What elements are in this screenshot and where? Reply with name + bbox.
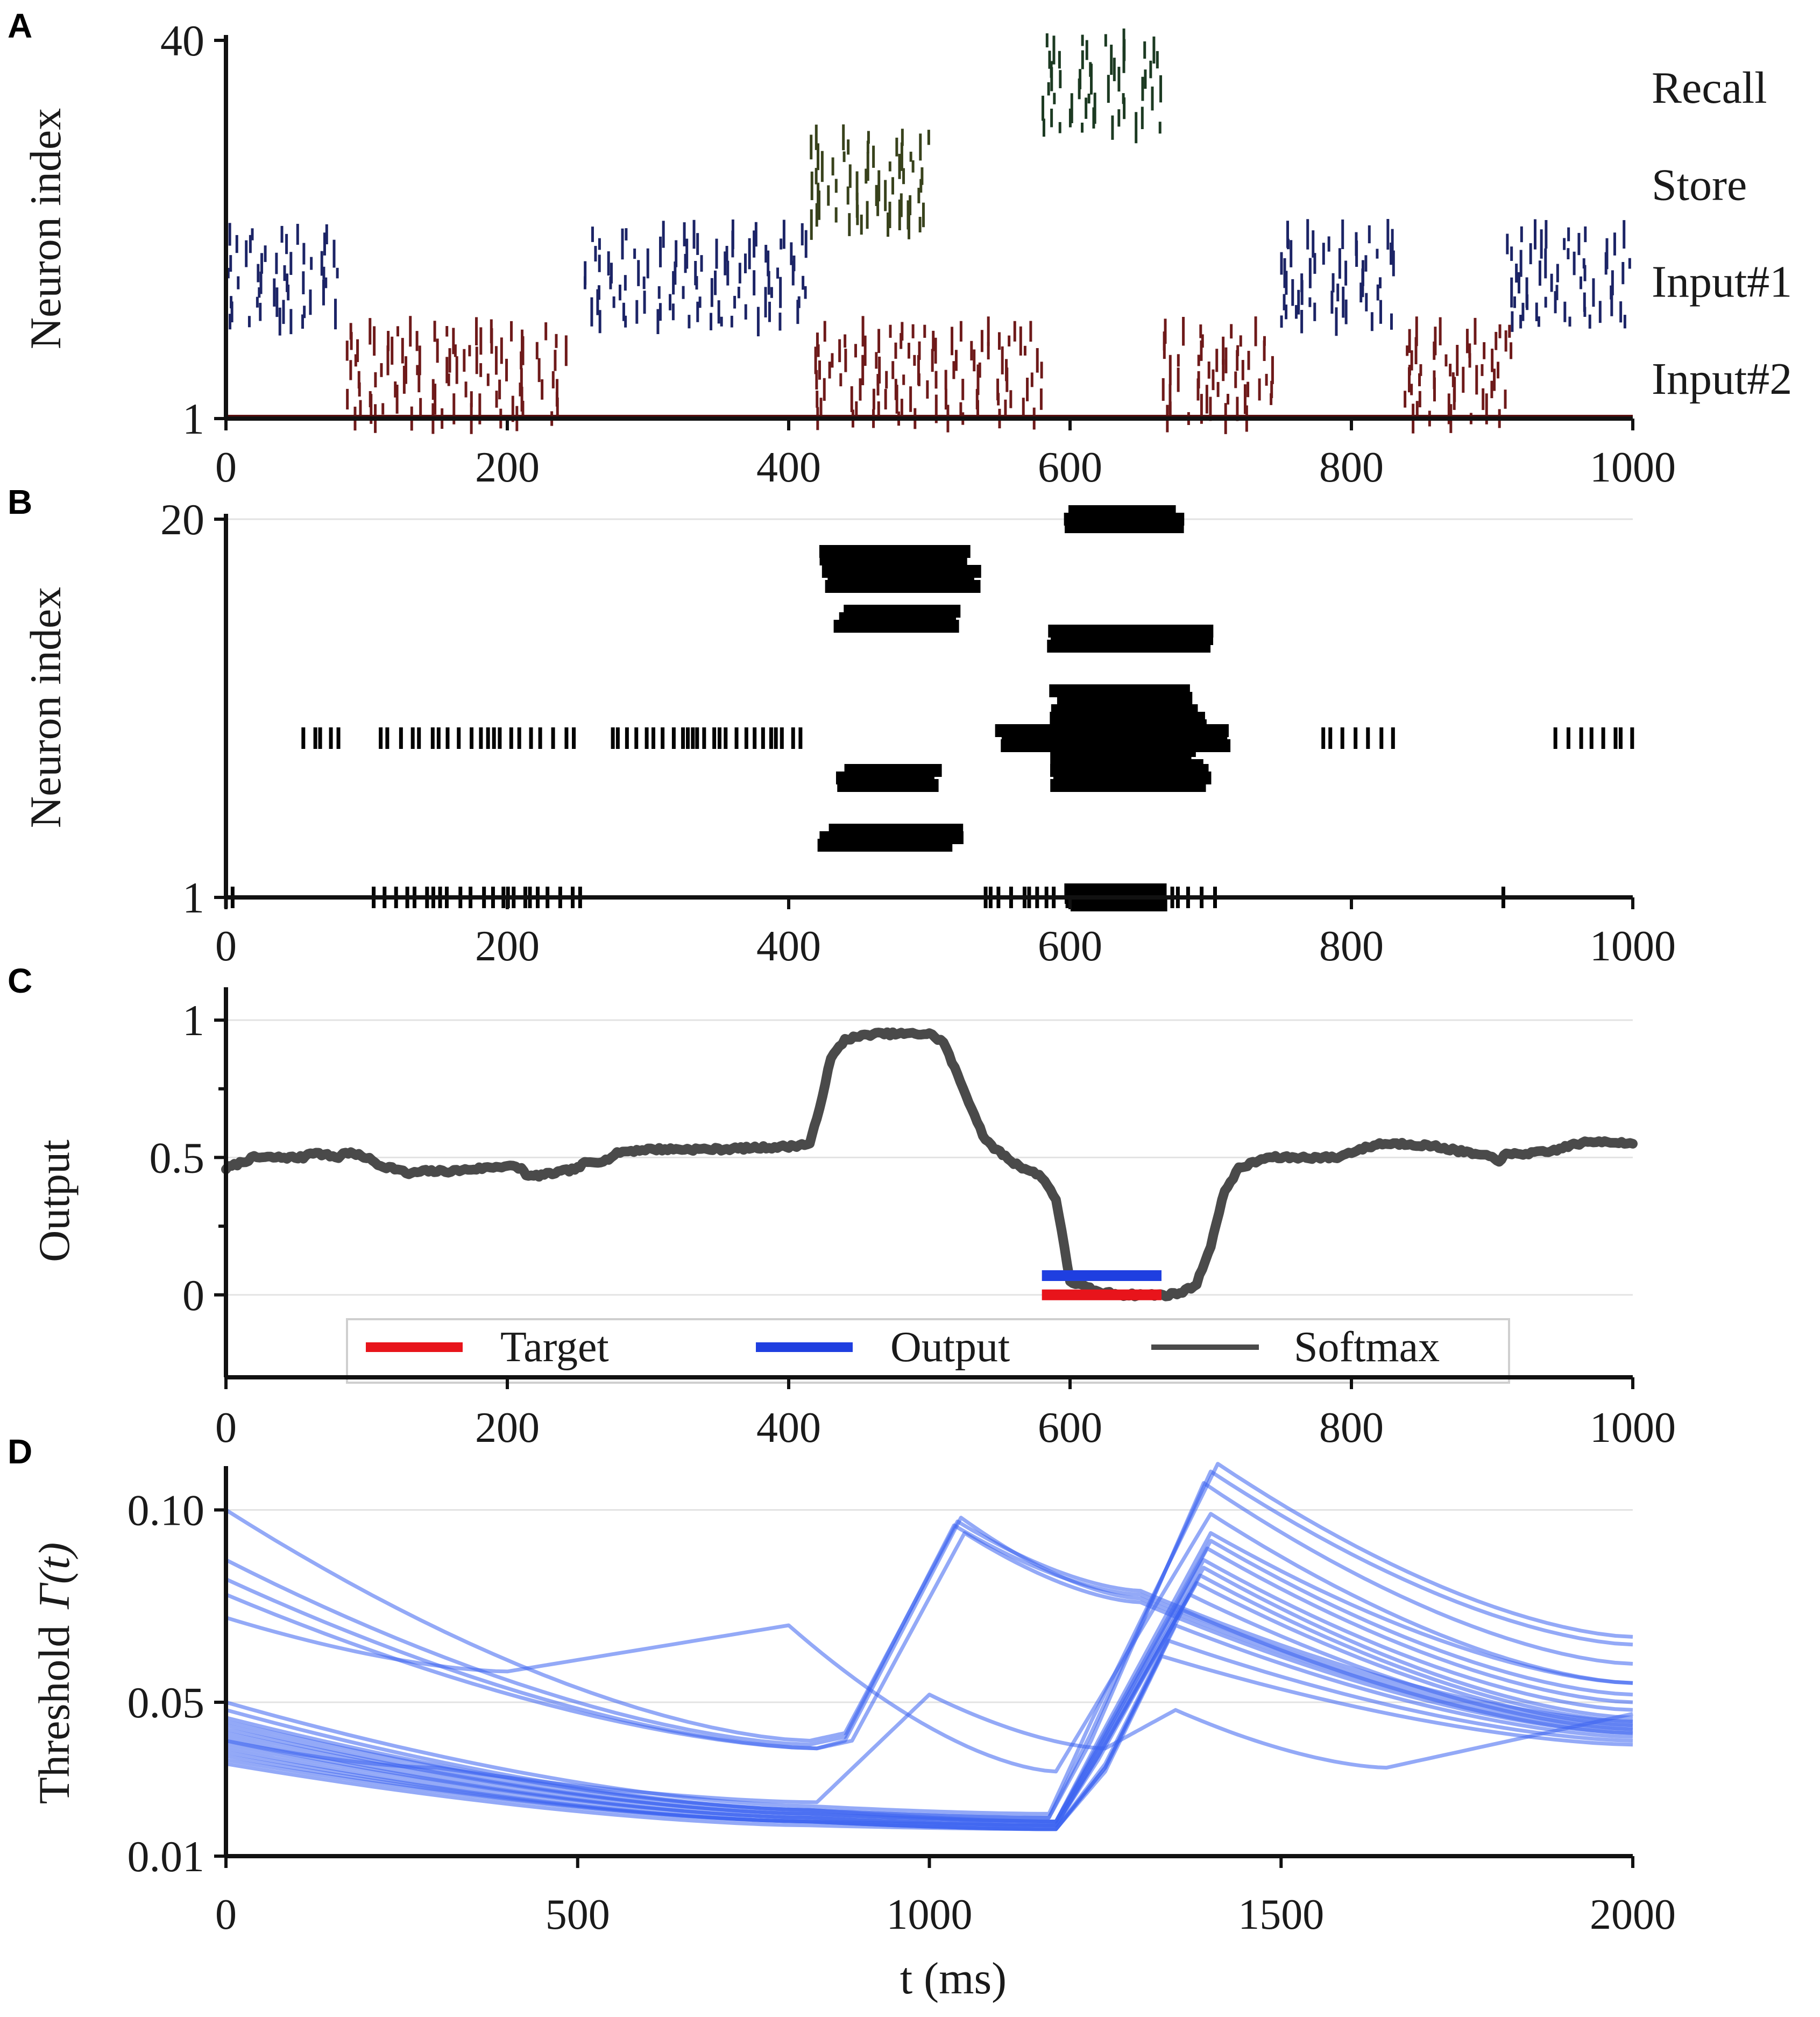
y-tick-label: 1 — [182, 996, 204, 1045]
series-c — [221, 1027, 1638, 1301]
x-tick-label: 1000 — [1590, 923, 1676, 970]
x-tick-label: 2000 — [1590, 1891, 1676, 1938]
x-tick-label: 400 — [756, 444, 821, 491]
x-tick-label: 400 — [756, 1404, 821, 1452]
spike-burst — [1051, 719, 1207, 732]
spikes-b — [224, 505, 1634, 911]
legend-label-target: Target — [500, 1324, 609, 1371]
x-tick-label: 600 — [1038, 444, 1102, 491]
series-d — [225, 1462, 1633, 1831]
axes-a — [224, 35, 1633, 421]
x-tick-label: 800 — [1319, 923, 1384, 970]
y-tick-label: 1 — [182, 873, 204, 922]
threshold-line — [225, 1531, 1633, 1751]
legend-c: Target Output Softmax — [346, 1318, 1510, 1384]
y-tick-label: 1 — [182, 394, 204, 443]
x-tick-label: 1000 — [887, 1891, 973, 1938]
panel-a: A Neuron index Recall Store Input#1 Input#2… — [8, 6, 1792, 491]
row-label-input2: Input#2 — [1652, 354, 1792, 404]
panel-label-b: B — [8, 483, 32, 521]
spike-burst — [833, 620, 959, 633]
panel-label-a: A — [8, 6, 32, 45]
spike-burst — [1062, 759, 1203, 772]
panel-label-d: D — [8, 1432, 32, 1471]
row-label-store: Store — [1652, 160, 1747, 210]
threshold-line — [225, 1462, 1633, 1816]
y-tick-label: 40 — [160, 16, 204, 65]
spike-burst — [1065, 520, 1184, 533]
x-tick-label: 600 — [1038, 1404, 1102, 1452]
legend-label-output: Output — [890, 1324, 1010, 1371]
y-tick-label: 0 — [182, 1271, 204, 1320]
x-tick-label: 0 — [215, 1404, 237, 1452]
spike-burst — [837, 779, 939, 792]
legend-label-softmax: Softmax — [1294, 1324, 1440, 1371]
axes-b — [224, 514, 1633, 900]
y-tick-label: 0.01 — [128, 1832, 205, 1881]
x-tick-label: 800 — [1319, 1404, 1384, 1452]
spike-burst — [817, 839, 953, 852]
y-tick-label: 0.10 — [128, 1486, 205, 1535]
spike-burst — [1001, 739, 1231, 752]
grid-c — [226, 1019, 1633, 1296]
panel-label-c: C — [8, 961, 32, 1000]
x-tick-label: 1000 — [1590, 1404, 1676, 1452]
spikes-a — [225, 29, 1633, 434]
ylabel-d-symbol: Γ(t) — [30, 1542, 79, 1610]
spike-burst — [825, 580, 981, 593]
y-tick-label: 0.5 — [150, 1133, 205, 1182]
panel-c: C Output Target Output Softmax 0 0.5 1 0 200… — [8, 961, 1676, 1452]
x-tick-label: 800 — [1319, 444, 1384, 491]
threshold-line — [225, 1558, 1633, 1824]
spike-burst — [1070, 898, 1167, 911]
ylabel-d-text: Threshold Γ(t) — [30, 1542, 79, 1804]
x-tick-label: 400 — [756, 923, 821, 970]
ticks-c: 0 0.5 1 0 200 400 600 800 1000 — [150, 996, 1676, 1452]
x-tick-label: 1000 — [1590, 444, 1676, 491]
spike-burst — [826, 560, 965, 573]
x-tick-label: 200 — [475, 1404, 540, 1452]
legend-box — [346, 1318, 1510, 1384]
axes-c — [224, 987, 1633, 1379]
spike-burst — [1050, 779, 1206, 792]
x-tick-label: 200 — [475, 923, 540, 970]
ticks-d: 0.01 0.05 0.10 0 500 1000 1500 2000 — [128, 1486, 1676, 1939]
threshold-line — [225, 1654, 1633, 1831]
y-tick-label: 20 — [160, 495, 204, 544]
xlabel-d: t (ms) — [900, 1954, 1007, 2004]
x-tick-label: 500 — [546, 1891, 610, 1938]
ylabel-d: Threshold Γ(t) — [30, 1542, 79, 1804]
panel-d: D Threshold Γ(t) 0.01 0.05 0.10 0 500 1000 1500… — [8, 1432, 1676, 2004]
x-tick-label: 200 — [475, 444, 540, 491]
row-label-recall: Recall — [1652, 63, 1767, 113]
row-labels-a: Recall Store Input#1 Input#2 — [1652, 63, 1792, 404]
ylabel-b: Neuron index — [21, 587, 70, 829]
softmax-line — [221, 1027, 1638, 1301]
spike-burst — [1058, 699, 1191, 712]
x-tick-label: 0 — [215, 1891, 237, 1938]
spike-burst — [1047, 640, 1211, 653]
row-label-input1: Input#1 — [1652, 257, 1792, 307]
y-tick-label: 0.05 — [128, 1678, 205, 1727]
x-tick-label: 0 — [215, 923, 237, 970]
grid-d — [226, 1509, 1633, 1857]
ylabel-d-word: Threshold — [30, 1625, 79, 1804]
x-tick-label: 1500 — [1238, 1891, 1324, 1938]
threshold-line — [225, 1512, 1633, 1774]
threshold-line — [225, 1693, 1633, 1804]
x-tick-label: 600 — [1038, 923, 1102, 970]
ylabel-c: Output — [30, 1140, 79, 1262]
ylabel-a: Neuron index — [21, 108, 70, 350]
x-tick-label: 0 — [215, 444, 237, 491]
